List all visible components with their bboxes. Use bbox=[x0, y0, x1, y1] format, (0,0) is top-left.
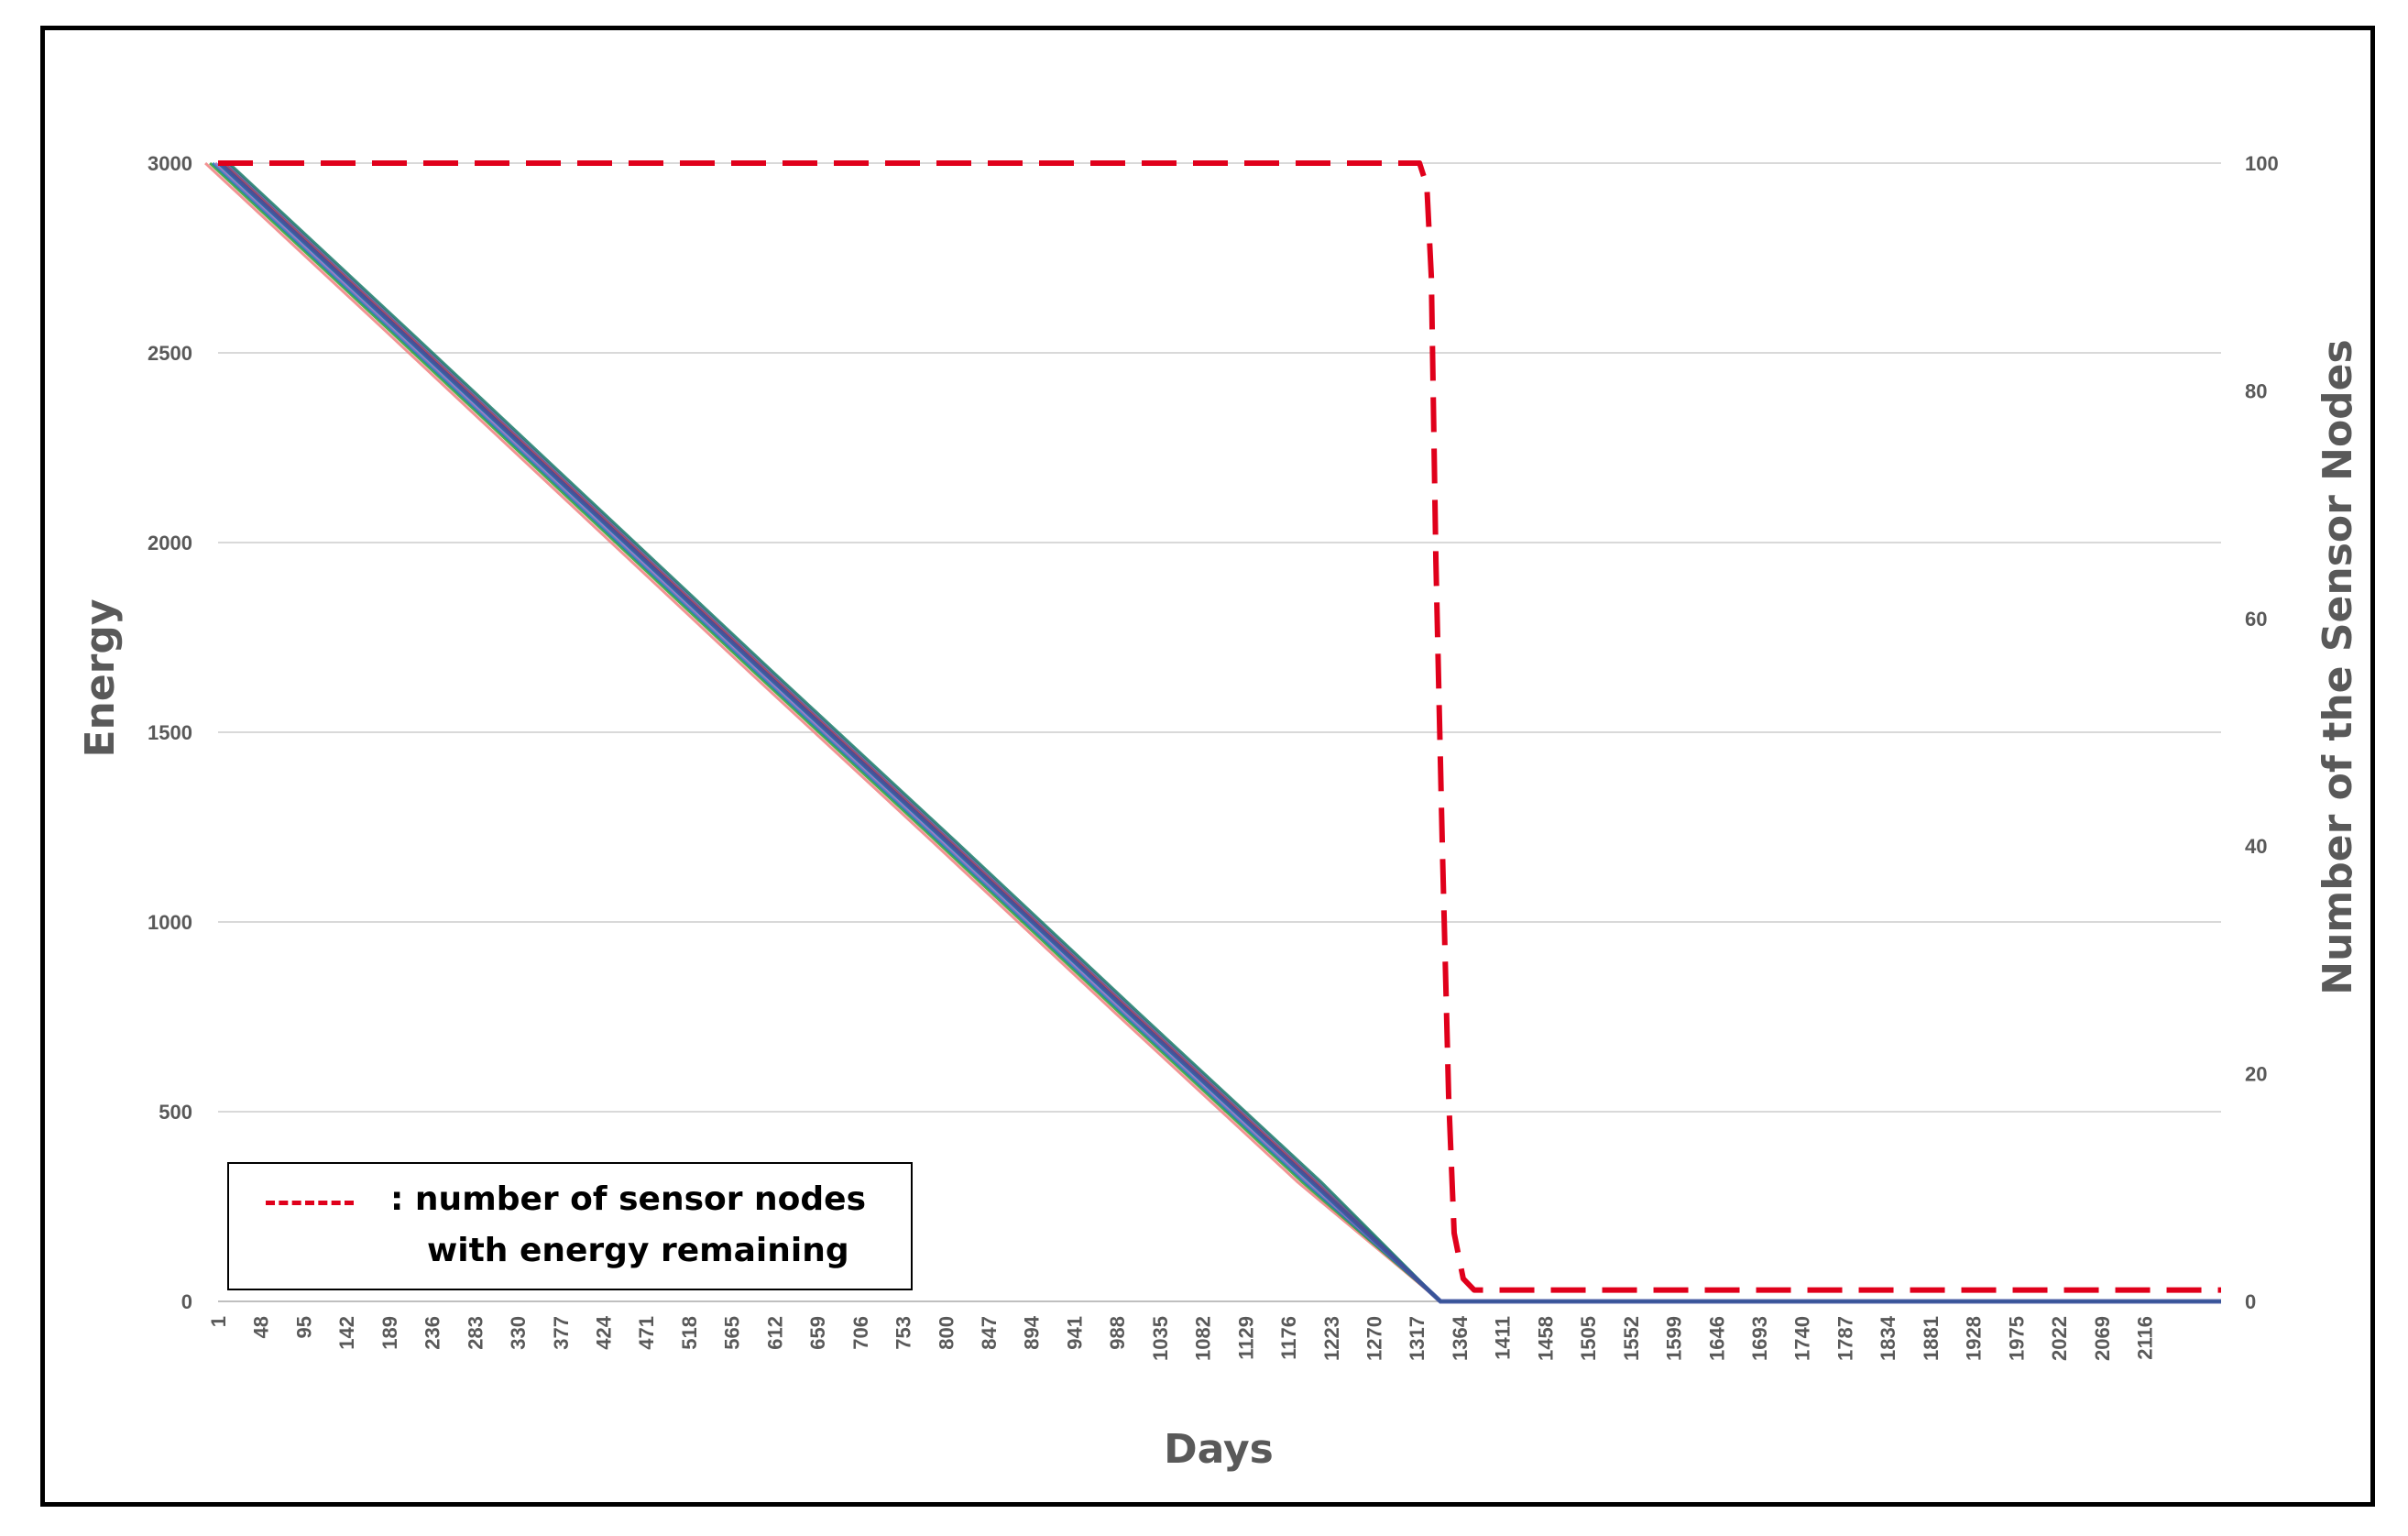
y2-tick-label: 40 bbox=[2245, 835, 2267, 858]
x-tick-label: 1975 bbox=[2005, 1316, 2028, 1361]
x-tick-label: 518 bbox=[678, 1316, 701, 1350]
x-tick-label: 706 bbox=[849, 1316, 872, 1350]
x-tick-label: 48 bbox=[250, 1316, 273, 1338]
y-tick-label: 0 bbox=[181, 1290, 192, 1313]
sensor-nodes-dashed-line bbox=[218, 160, 2221, 1293]
x-tick-label: 1693 bbox=[1748, 1316, 1771, 1361]
y2-tick-label: 0 bbox=[2245, 1290, 2256, 1313]
y2-tick-label: 60 bbox=[2245, 608, 2267, 631]
y-tick-label: 500 bbox=[159, 1101, 192, 1124]
x-tick-label: 1646 bbox=[1705, 1316, 1728, 1361]
x-tick-label: 1599 bbox=[1663, 1316, 1686, 1361]
x-tick-label: 894 bbox=[1021, 1315, 1044, 1349]
y-tick-label: 2500 bbox=[148, 342, 192, 365]
x-tick-label: 1270 bbox=[1363, 1316, 1385, 1361]
series-layer bbox=[218, 160, 2221, 1293]
x-tick-label: 1223 bbox=[1320, 1316, 1343, 1361]
x-tick-label: 2022 bbox=[2048, 1316, 2071, 1361]
x-tick-label: 1129 bbox=[1234, 1316, 1257, 1360]
x-tick-label: 1035 bbox=[1149, 1316, 1172, 1361]
x-tick-label: 1552 bbox=[1620, 1316, 1643, 1361]
x-tick-label: 330 bbox=[507, 1316, 530, 1350]
legend-label-line-1: : number of sensor nodes bbox=[390, 1180, 866, 1218]
x-tick-label: 988 bbox=[1106, 1316, 1129, 1350]
x-tick-label: 1176 bbox=[1277, 1316, 1300, 1360]
x-tick-label: 1881 bbox=[1920, 1316, 1943, 1361]
x-tick-label: 2116 bbox=[2133, 1316, 2156, 1360]
y-tick-label: 1000 bbox=[148, 911, 192, 934]
x-tick-label: 565 bbox=[721, 1316, 744, 1350]
x-tick-label: 1317 bbox=[1406, 1316, 1428, 1361]
x-tick-label: 377 bbox=[550, 1316, 573, 1350]
y2-tick-label: 20 bbox=[2245, 1063, 2267, 1086]
legend: : number of sensor nodes with energy rem… bbox=[227, 1162, 913, 1290]
x-tick-label: 2069 bbox=[2091, 1316, 2114, 1361]
energy-node-line bbox=[218, 161, 2221, 1304]
legend-dashed-line-swatch bbox=[266, 1201, 354, 1205]
x-tick-label: 659 bbox=[806, 1316, 829, 1350]
x-tick-label: 1 bbox=[207, 1316, 230, 1327]
x-axis-title: Days bbox=[1164, 1426, 1274, 1473]
y-axis-title: Energy bbox=[77, 598, 124, 757]
x-tick-label: 847 bbox=[978, 1316, 1001, 1350]
y2-tick-label: 80 bbox=[2245, 379, 2267, 402]
x-tick-label: 283 bbox=[464, 1316, 487, 1350]
x-tick-label: 95 bbox=[292, 1316, 315, 1338]
x-tick-label: 1411 bbox=[1492, 1316, 1515, 1360]
x-tick-label: 1834 bbox=[1877, 1315, 1899, 1361]
x-tick-label: 1082 bbox=[1192, 1316, 1215, 1361]
x-tick-label: 1458 bbox=[1534, 1316, 1557, 1361]
x-tick-label: 424 bbox=[592, 1315, 615, 1349]
y-tick-label: 3000 bbox=[148, 152, 192, 175]
x-tick-label: 189 bbox=[378, 1316, 401, 1350]
gridlines bbox=[218, 162, 2221, 1302]
x-tick-labels: 1 48 95 142 189 236 283 330 377 424 471 518 565 612 65… bbox=[207, 1315, 2156, 1361]
x-tick-label: 1928 bbox=[1963, 1316, 1986, 1361]
y2-tick-label: 100 bbox=[2245, 152, 2279, 175]
x-tick-label: 1364 bbox=[1449, 1315, 1472, 1361]
x-tick-label: 142 bbox=[335, 1316, 358, 1350]
x-tick-label: 612 bbox=[763, 1316, 786, 1350]
y2-axis-title: Number of the Sensor Nodes bbox=[2315, 339, 2361, 994]
y-tick-label: 1500 bbox=[148, 721, 192, 744]
y2-tick-labels: 0 20 40 60 80 100 bbox=[2245, 152, 2279, 1313]
x-tick-label: 1740 bbox=[1791, 1316, 1814, 1361]
x-tick-label: 1505 bbox=[1577, 1316, 1600, 1361]
y-tick-label: 2000 bbox=[148, 532, 192, 554]
x-tick-label: 941 bbox=[1063, 1316, 1086, 1350]
x-tick-label: 1787 bbox=[1833, 1316, 1856, 1361]
legend-label-line-2: with energy remaining bbox=[427, 1232, 849, 1269]
x-tick-label: 471 bbox=[635, 1316, 658, 1350]
y-tick-labels: 0 500 1000 1500 2000 2500 3000 bbox=[148, 152, 192, 1313]
x-tick-label: 753 bbox=[892, 1316, 915, 1350]
x-tick-label: 800 bbox=[935, 1316, 958, 1350]
energy-series-band bbox=[204, 161, 2221, 1304]
x-tick-label: 236 bbox=[421, 1316, 444, 1350]
